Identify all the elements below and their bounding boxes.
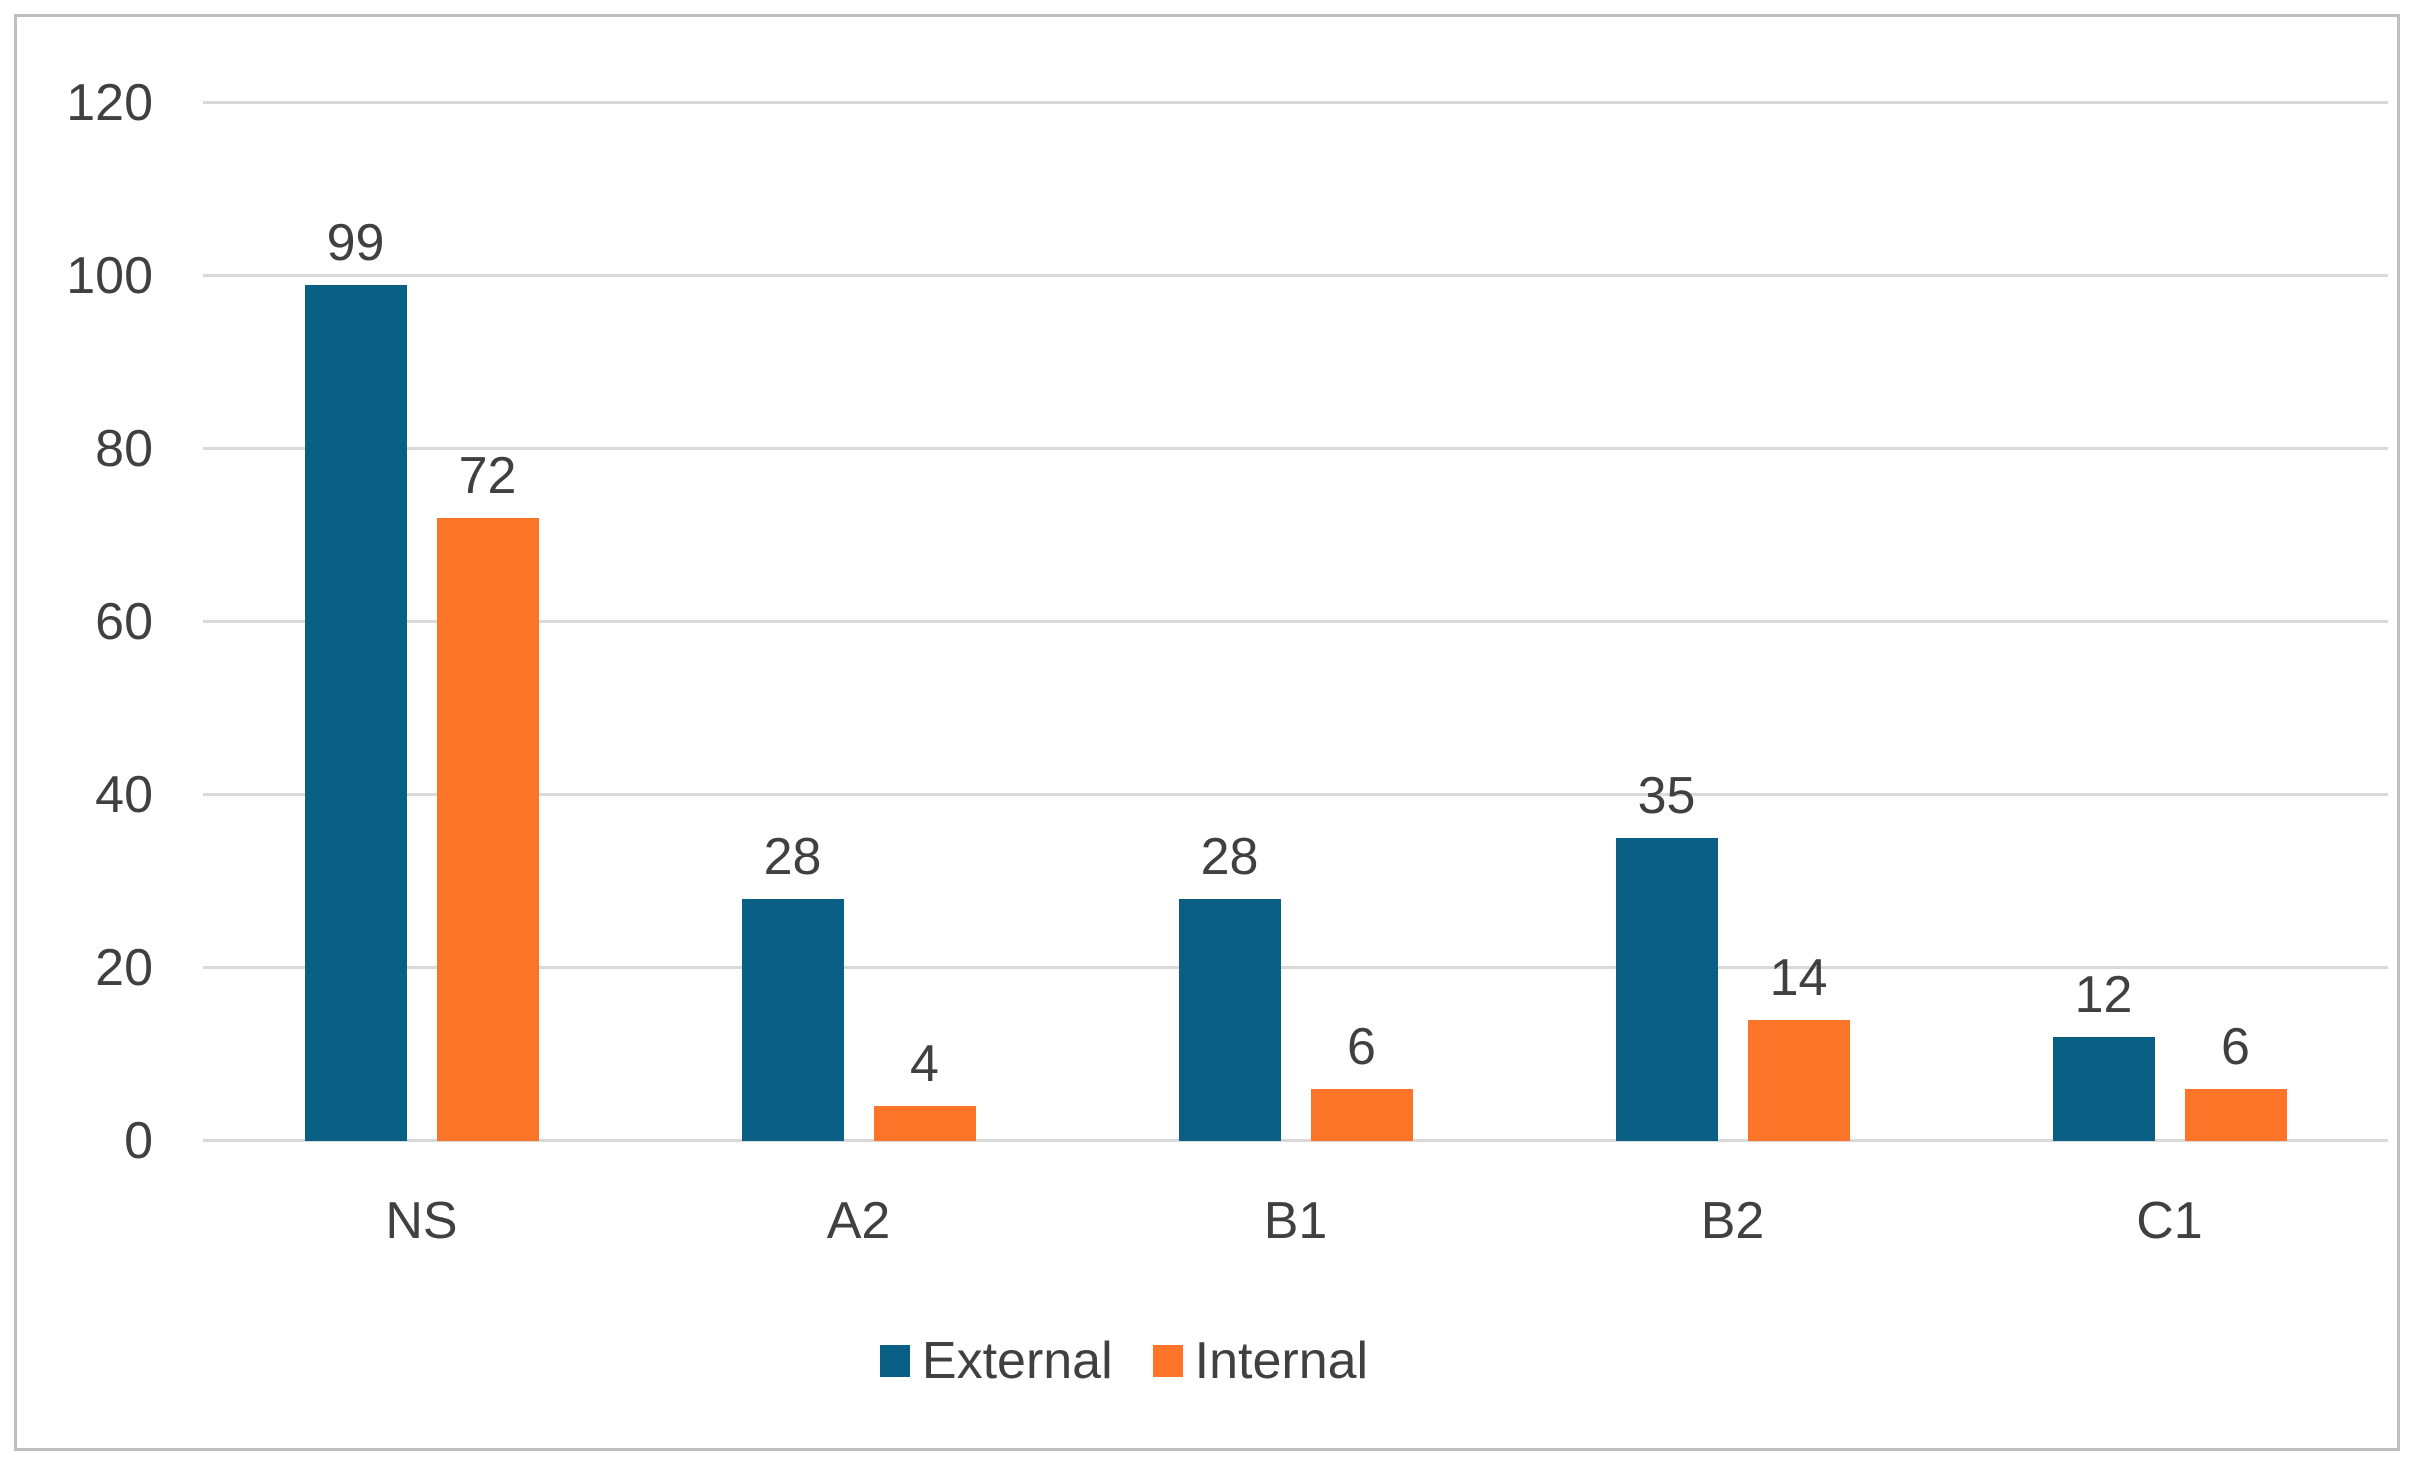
bar-external-b2: 35 — [1615, 767, 1718, 1141]
bar-group-c1: 12 6 — [1951, 103, 2388, 1141]
bar-internal-b1: 6 — [1310, 1018, 1413, 1141]
data-label: 6 — [1347, 1018, 1376, 1077]
gridline-0 — [203, 1139, 2388, 1142]
bar-group-b1: 28 6 — [1077, 103, 1514, 1141]
y-tick-label: 100 — [66, 247, 153, 305]
y-tick-label: 0 — [124, 1112, 153, 1170]
gridline-40 — [203, 793, 2388, 797]
category-label-c1: C1 — [2136, 1192, 2203, 1250]
bar-external-b1: 28 — [1178, 828, 1281, 1141]
data-label: 28 — [763, 827, 822, 886]
legend-swatch-external — [879, 1345, 910, 1377]
legend: External Internal — [0, 1333, 2314, 1389]
bar-internal-a2: 4 — [873, 1035, 976, 1141]
category-label-a2: A2 — [826, 1192, 891, 1250]
gridline-20 — [203, 966, 2388, 970]
legend-item-external: External — [879, 1332, 1113, 1390]
legend-item-internal: Internal — [1152, 1332, 1369, 1390]
bar-group-b2: 35 14 — [1514, 103, 1951, 1141]
category-label-b1: B1 — [1263, 1192, 1328, 1250]
data-label: 4 — [910, 1035, 939, 1094]
y-tick-label: 20 — [95, 939, 153, 997]
data-label: 99 — [326, 213, 385, 272]
legend-label-external: External — [921, 1332, 1113, 1390]
bar-internal-ns: 72 — [436, 447, 539, 1141]
data-label: 6 — [2221, 1018, 2250, 1077]
legend-label-internal: Internal — [1194, 1332, 1369, 1390]
plot-area: 99 72 28 4 28 6 35 14 12 6 — [203, 101, 2388, 1142]
x-axis: NS A2 B1 B2 C1 — [203, 1193, 2388, 1249]
data-label: 72 — [458, 447, 517, 506]
data-label: 28 — [1200, 827, 1259, 886]
bar-external-ns: 99 — [304, 214, 407, 1141]
bar-internal-b2: 14 — [1747, 949, 1850, 1141]
data-label: 12 — [2074, 966, 2133, 1025]
gridline-120 — [203, 101, 2388, 104]
y-tick-label: 120 — [66, 74, 153, 132]
gridline-80 — [203, 447, 2388, 451]
bar-external-a2: 28 — [741, 828, 844, 1141]
data-label: 14 — [1769, 948, 1828, 1007]
legend-swatch-internal — [1152, 1345, 1183, 1377]
y-tick-label: 40 — [95, 766, 153, 824]
bar-group-ns: 99 72 — [203, 103, 640, 1141]
gridlines — [203, 101, 2388, 1142]
bar-group-a2: 28 4 — [640, 103, 1077, 1141]
category-label-b2: B2 — [1700, 1192, 1765, 1250]
chart-frame: 0 20 40 60 80 100 120 99 72 28 4 28 6 35 14 12 6 NS A2 B1… — [14, 14, 2400, 1451]
y-tick-label: 80 — [95, 420, 153, 478]
gridline-60 — [203, 620, 2388, 623]
y-axis: 0 20 40 60 80 100 120 — [17, 77, 153, 1167]
bar-internal-c1: 6 — [2184, 1018, 2287, 1141]
bar-groups: 99 72 28 4 28 6 35 14 12 6 — [203, 103, 2388, 1141]
y-tick-label: 60 — [95, 593, 153, 651]
category-label-ns: NS — [385, 1192, 458, 1250]
data-label: 35 — [1637, 767, 1696, 826]
gridline-100 — [203, 274, 2388, 277]
bar-external-c1: 12 — [2052, 966, 2155, 1141]
